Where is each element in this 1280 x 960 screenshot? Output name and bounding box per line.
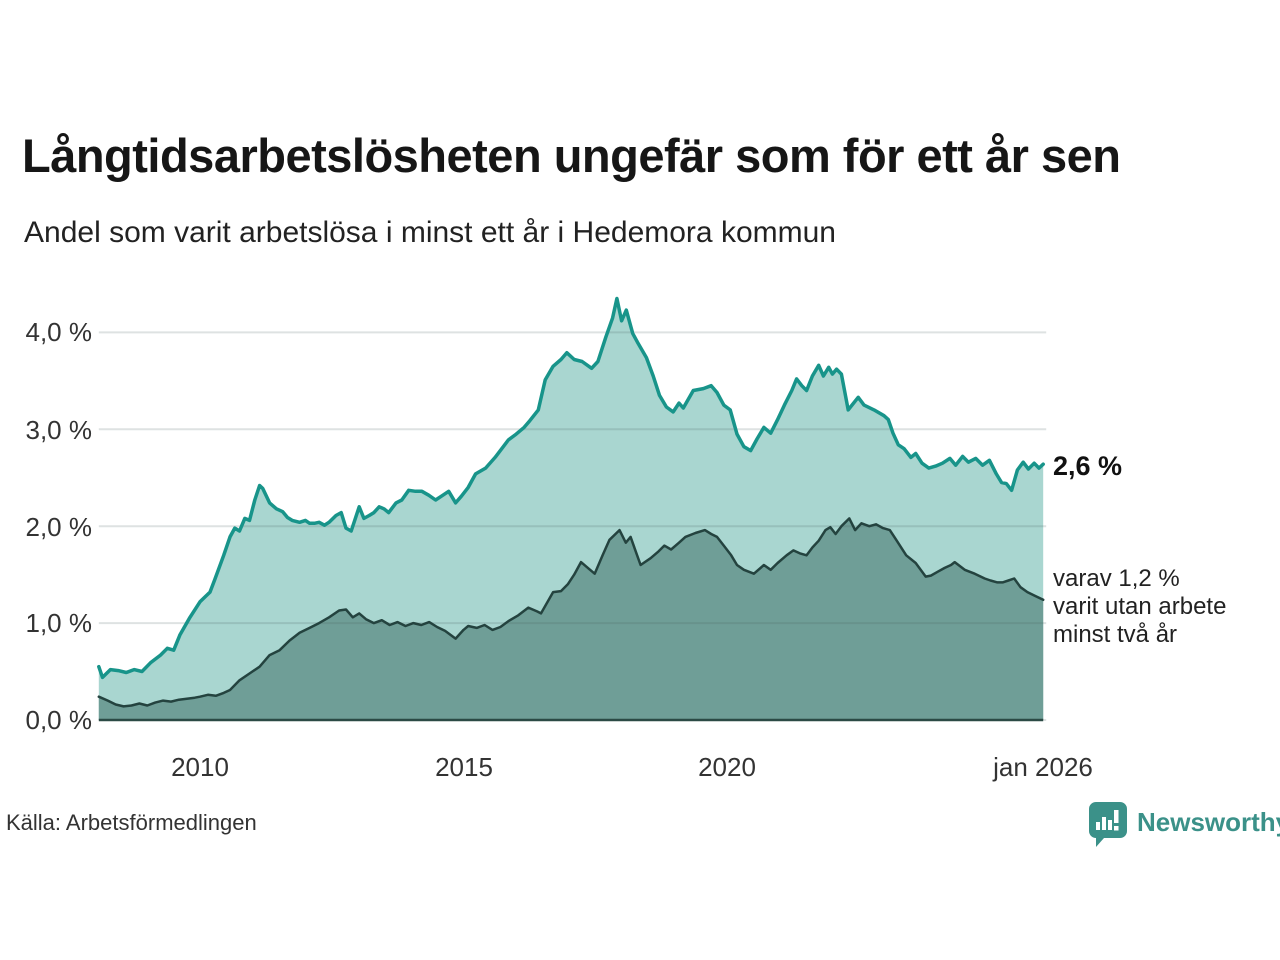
two-year-annotation: varav 1,2 % varit utan arbete minst två … [1053, 565, 1226, 649]
y-axis-tick-1: 1,0 % [25, 608, 93, 638]
y-axis-tick-2: 2,0 % [25, 512, 93, 542]
two-year-annotation-line1: varav 1,2 % [1053, 565, 1180, 592]
two-year-annotation-line2: varit utan arbete [1053, 593, 1227, 620]
chart-subtitle: Andel som varit arbetslösa i minst ett å… [24, 216, 836, 249]
page-title: Långtidsarbetslösheten ungefär som för e… [22, 129, 1121, 182]
two-year-annotation-line3: minst två år [1053, 621, 1178, 648]
source-note: Källa: Arbetsförmedlingen [6, 810, 257, 835]
x-axis-tick-2015: 2015 [435, 752, 493, 782]
y-axis-tick-0: 0,0 % [25, 705, 93, 735]
newsworthy-icon [1087, 800, 1129, 855]
latest-value-label: 2,6 % [1053, 451, 1123, 481]
x-axis-tick-2020: 2020 [698, 752, 756, 782]
newsworthy-logo: Newsworthy [1087, 800, 1280, 855]
x-axis-tick-jan-2026: jan 2026 [993, 752, 1093, 782]
newsworthy-wordmark: Newsworthy [1137, 807, 1280, 837]
x-axis-tick-2010: 2010 [171, 752, 229, 782]
y-axis-tick-3: 3,0 % [25, 415, 93, 445]
y-axis-tick-4: 4,0 % [25, 317, 93, 347]
